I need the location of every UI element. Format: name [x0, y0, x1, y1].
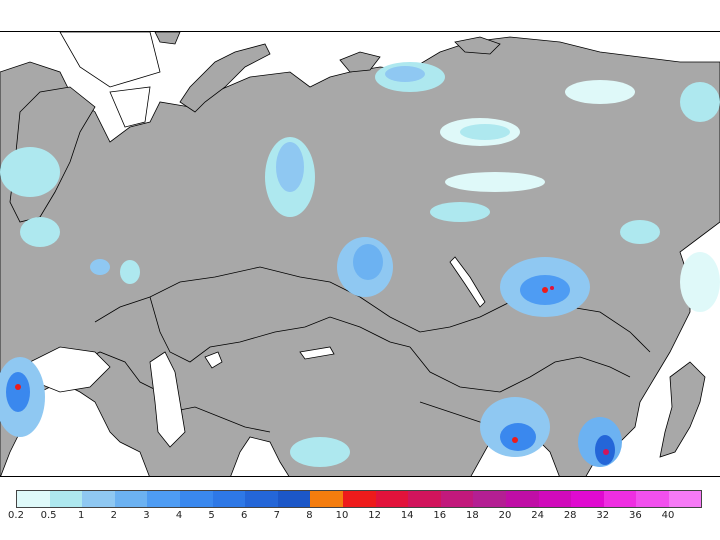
- barents-sea: [59, 32, 161, 88]
- legend-tick-label: 12: [368, 510, 381, 521]
- legend-tick-label: 4: [175, 510, 183, 521]
- legend-swatch: [212, 491, 246, 507]
- legend-swatch: [375, 491, 409, 507]
- legend-swatch: [114, 491, 148, 507]
- legend-tick-label: 7: [273, 510, 280, 521]
- legend-tick-label: 0.2: [8, 510, 24, 521]
- legend-swatch: [440, 491, 474, 507]
- color-legend: [16, 490, 703, 508]
- legend-tick-label: 24: [531, 510, 544, 521]
- legend-swatch: [277, 491, 311, 507]
- severnaya-zemlya: [339, 51, 381, 73]
- precipitation-map: [0, 31, 720, 477]
- legend-tick-label: 28: [563, 510, 577, 521]
- legend-swatch: [147, 491, 180, 507]
- legend-tick-label: 14: [400, 510, 414, 521]
- legend-swatch: [17, 491, 50, 507]
- legend-tick-label: 2: [110, 510, 117, 521]
- balkhash-lake: [299, 346, 335, 360]
- legend-tick-label: 3: [143, 510, 150, 521]
- legend-tick-label: 18: [466, 510, 479, 521]
- legend-tick-label: 32: [596, 510, 610, 521]
- new-siberian-islands: [454, 36, 501, 55]
- legend-swatch: [245, 491, 278, 507]
- caspian-sea: [149, 351, 186, 448]
- white-sea: [109, 86, 151, 128]
- legend-tick-labels: 0.2 0.5 1 2 3 4 5 6 7 8 10 12 14 16 18 20 24 28 32 36 40: [0, 510, 720, 524]
- legend-tick-label: 36: [629, 510, 642, 521]
- legend-tick-label: 8: [306, 510, 313, 521]
- legend-tick-label: 5: [208, 510, 215, 521]
- legend-swatch: [538, 491, 572, 507]
- legend-tick-label: 10: [335, 510, 349, 521]
- legend-tick-label: 6: [241, 510, 248, 521]
- legend-tick-label: 0.5: [40, 510, 57, 521]
- legend-swatch: [473, 491, 506, 507]
- legend-swatch: [668, 491, 702, 507]
- legend-tick-label: 1: [78, 510, 85, 521]
- legend-swatch: [82, 491, 115, 507]
- legend-tick-label: 40: [661, 510, 675, 521]
- legend-swatch: [636, 491, 669, 507]
- japan: [659, 361, 706, 458]
- legend-swatch: [179, 491, 213, 507]
- aral-sea: [204, 351, 223, 369]
- legend-swatch: [310, 491, 343, 507]
- legend-swatch: [342, 491, 376, 507]
- baikal-lake: [449, 256, 486, 308]
- arctic-islands: [154, 32, 181, 45]
- legend-tick-label: 16: [433, 510, 447, 521]
- legend-tick-label: 20: [498, 510, 512, 521]
- map-canvas: [0, 32, 720, 476]
- precip-layer: [0, 62, 720, 467]
- legend-swatch: [571, 491, 604, 507]
- legend-swatch: [505, 491, 539, 507]
- legend-swatch: [603, 491, 637, 507]
- legend-swatch: [408, 491, 441, 507]
- novaya-zemlya: [179, 43, 271, 113]
- inland-seas: [29, 32, 486, 448]
- legend-swatch: [49, 491, 83, 507]
